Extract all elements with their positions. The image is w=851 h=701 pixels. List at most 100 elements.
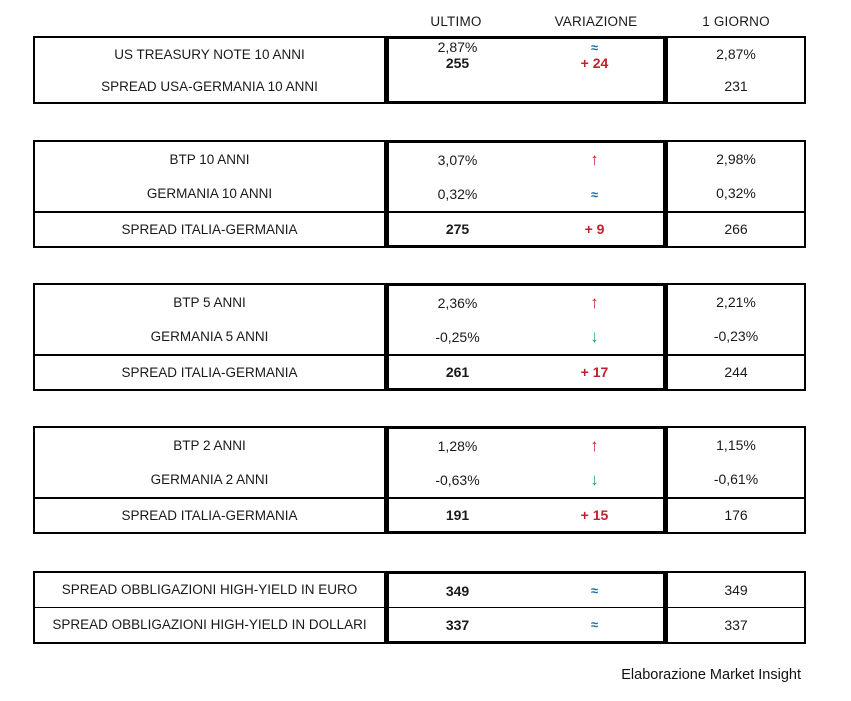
table-section: BTP 2 ANNI GERMANIA 2 ANNI 1,28% ↑ -0,63… [33,426,806,497]
giorno-cell: 0,32% [716,185,756,201]
row-label: GERMANIA 2 ANNI [150,471,269,487]
variation-up-arrow-icon: ↑ [590,436,599,455]
table-row: 261 + 17 [389,356,663,388]
ultimo-cell: -0,25% [435,329,480,345]
giorno-column: 349 [666,571,806,607]
giorno-column: 2,98% 0,32% [666,140,806,211]
giorno-cell: 349 [724,581,748,598]
giorno-column: 2,21% -0,23% [666,283,806,354]
label-column: SPREAD OBBLIGAZIONI HIGH-YIELD IN DOLLAR… [33,607,386,644]
ultimo-variazione-column: 3,07% ↑ 0,32% ≈ [386,140,666,211]
label-column: SPREAD ITALIA-GERMANIA [33,354,386,391]
ultimo-cell: -0,63% [435,472,480,488]
giorno-cell: -0,23% [713,328,759,344]
row-label: SPREAD USA-GERMANIA 10 ANNI [101,78,318,94]
ultimo-cell: 2,36% [437,295,478,311]
variation-approx-icon: ≈ [590,186,599,202]
table-section: SPREAD OBBLIGAZIONI HIGH-YIELD IN EURO 3… [33,571,806,607]
row-label: BTP 2 ANNI [173,437,246,453]
giorno-cell: 2,98% [716,151,756,167]
table-row: 275 + 9 [389,213,663,245]
row-label: GERMANIA 5 ANNI [150,328,269,344]
giorno-cell: 337 [724,616,748,633]
variation-cell: + 15 [580,507,609,523]
table-row: 0,32% ≈ [389,177,663,211]
ultimo-variazione-column: 2,87% ≈ 255 + 24 [386,36,666,104]
bond-table-block-us-treasury: US TREASURY NOTE 10 ANNI SPREAD USA-GERM… [33,36,806,104]
giorno-cell: 176 [724,507,748,523]
giorno-cell: 244 [724,364,748,380]
table-row: 2,36% ↑ [389,286,663,320]
giorno-cell: 2,87% [716,46,756,62]
ultimo-cell: 261 [445,364,470,380]
label-column: SPREAD ITALIA-GERMANIA [33,497,386,534]
variation-approx-icon: ≈ [590,617,599,632]
column-header-variazione: VARIAZIONE [554,13,638,29]
table-row: 337 ≈ [389,608,663,641]
spread-row-section: SPREAD ITALIA-GERMANIA 261 + 17 244 [33,354,806,391]
ultimo-variazione-column: 1,28% ↑ -0,63% ↓ [386,426,666,497]
giorno-cell: 231 [724,78,748,94]
column-header-ultimo: ULTIMO [430,13,482,29]
variation-down-arrow-icon: ↓ [590,470,599,489]
ultimo-cell: 2,87% [437,39,478,55]
ultimo-variazione-column: 191 + 15 [386,497,666,534]
giorno-cell: 266 [724,221,748,237]
label-column: BTP 2 ANNI GERMANIA 2 ANNI [33,426,386,497]
variation-approx-icon: ≈ [590,39,599,55]
giorno-column: 337 [666,607,806,644]
table-row: 255 + 24 [389,55,663,71]
label-column: SPREAD OBBLIGAZIONI HIGH-YIELD IN EURO [33,571,386,607]
variation-approx-icon: ≈ [590,583,599,598]
variation-cell: + 24 [580,55,609,71]
row-label: GERMANIA 10 ANNI [146,185,273,201]
bond-table-block-10y: BTP 10 ANNI GERMANIA 10 ANNI 3,07% ↑ 0,3… [33,140,806,248]
row-label: SPREAD ITALIA-GERMANIA [121,221,298,237]
spread-row-section: SPREAD ITALIA-GERMANIA 275 + 9 266 [33,211,806,248]
ultimo-variazione-column: 275 + 9 [386,211,666,248]
ultimo-cell: 0,32% [437,186,478,202]
row-label: SPREAD ITALIA-GERMANIA [121,364,298,380]
row-label: SPREAD OBBLIGAZIONI HIGH-YIELD IN EURO [61,582,358,597]
table-row: -0,63% ↓ [389,463,663,497]
ultimo-cell: 1,28% [437,438,478,454]
label-column: US TREASURY NOTE 10 ANNI SPREAD USA-GERM… [33,36,386,104]
ultimo-variazione-column: 337 ≈ [386,607,666,644]
giorno-cell: 2,21% [716,294,756,310]
table-row: 191 + 15 [389,499,663,531]
ultimo-variazione-column: 261 + 17 [386,354,666,391]
label-column: SPREAD ITALIA-GERMANIA [33,211,386,248]
table-section: US TREASURY NOTE 10 ANNI SPREAD USA-GERM… [33,36,806,104]
variation-up-arrow-icon: ↑ [590,150,599,169]
giorno-cell: 1,15% [716,437,756,453]
bond-table-block-2y: BTP 2 ANNI GERMANIA 2 ANNI 1,28% ↑ -0,63… [33,426,806,534]
giorno-column: 2,87% 231 [666,36,806,104]
ultimo-cell: 337 [445,616,470,633]
ultimo-cell: 191 [445,507,470,523]
table-row: 3,07% ↑ [389,143,663,177]
row-label: SPREAD OBBLIGAZIONI HIGH-YIELD IN DOLLAR… [52,617,367,632]
variation-cell: + 9 [584,221,605,237]
row-label: BTP 5 ANNI [173,294,246,310]
label-column: BTP 5 ANNI GERMANIA 5 ANNI [33,283,386,354]
variation-cell: + 17 [580,364,609,380]
row-label: SPREAD ITALIA-GERMANIA [121,507,298,523]
row-label: BTP 10 ANNI [169,151,250,167]
table-row: 2,87% ≈ [389,39,663,55]
bond-table-block-5y: BTP 5 ANNI GERMANIA 5 ANNI 2,36% ↑ -0,25… [33,283,806,391]
ultimo-variazione-column: 349 ≈ [386,571,666,607]
ultimo-cell: 3,07% [437,152,478,168]
ultimo-cell: 255 [445,55,470,71]
giorno-column: 1,15% -0,61% [666,426,806,497]
table-section: BTP 10 ANNI GERMANIA 10 ANNI 3,07% ↑ 0,3… [33,140,806,211]
variation-up-arrow-icon: ↑ [590,293,599,312]
ultimo-cell: 349 [445,582,470,599]
ultimo-cell: 275 [445,221,470,237]
column-header-1giorno: 1 GIORNO [702,13,770,29]
giorno-column: 244 [666,354,806,391]
giorno-cell: -0,61% [713,471,759,487]
spread-row-section: SPREAD ITALIA-GERMANIA 191 + 15 176 [33,497,806,534]
giorno-column: 176 [666,497,806,534]
ultimo-variazione-column: 2,36% ↑ -0,25% ↓ [386,283,666,354]
column-headers: ULTIMO VARIAZIONE 1 GIORNO [386,6,806,36]
